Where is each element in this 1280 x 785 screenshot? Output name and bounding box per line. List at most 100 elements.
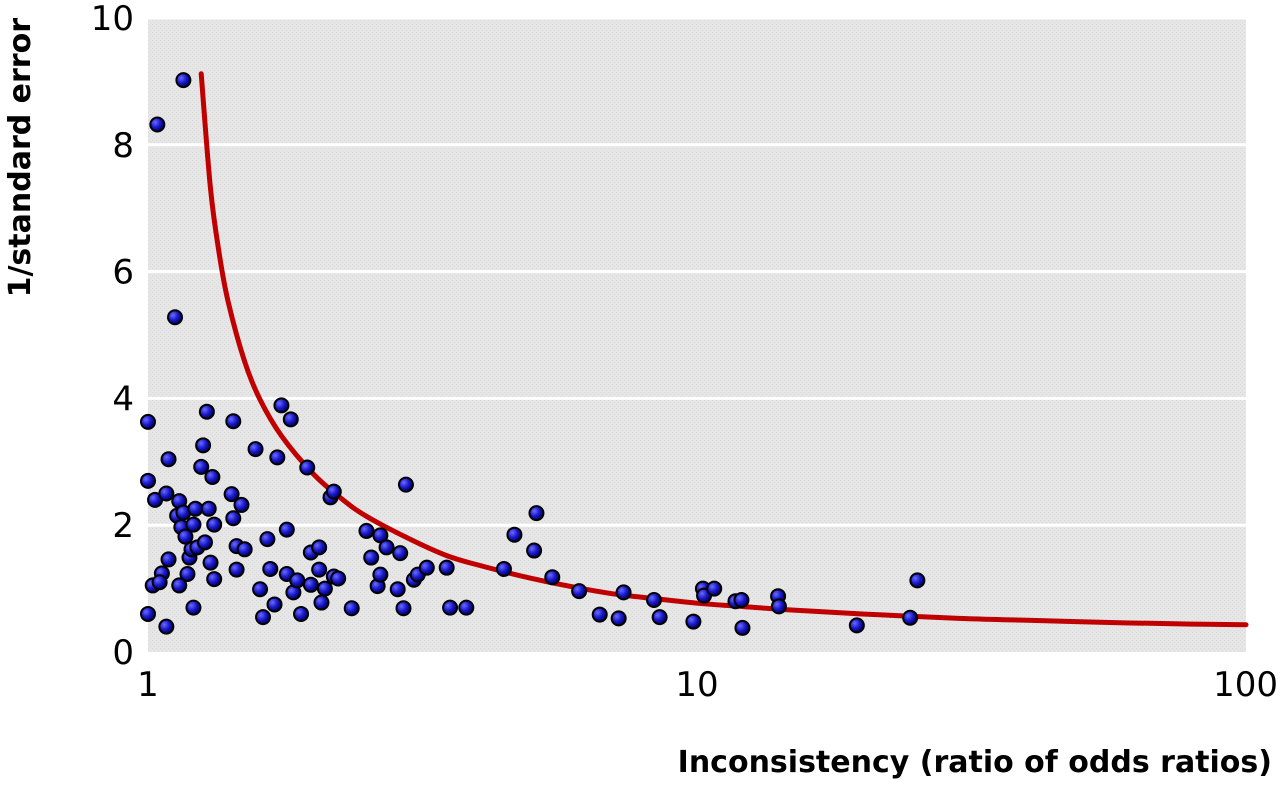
data-point (299, 459, 316, 476)
y-tick-label: 10 (91, 0, 134, 39)
data-point (733, 592, 750, 609)
y-tick-label: 4 (112, 379, 134, 419)
data-point (151, 574, 168, 591)
scatter-points (140, 72, 926, 636)
data-point (167, 309, 184, 326)
data-point (902, 609, 919, 626)
y-axis-title: 1/standard error (3, 18, 38, 298)
data-point (195, 437, 212, 454)
data-point (204, 469, 221, 486)
data-point (202, 554, 219, 571)
data-point (372, 527, 389, 544)
data-point (293, 605, 310, 622)
data-point (378, 539, 395, 556)
data-point (316, 580, 333, 597)
data-point (206, 571, 223, 588)
data-point (185, 516, 202, 533)
data-point (177, 528, 194, 545)
data-point (225, 510, 242, 527)
data-point (909, 572, 926, 589)
data-point (158, 485, 175, 502)
data-point (228, 561, 245, 578)
data-point (392, 545, 409, 562)
data-point (179, 566, 196, 583)
x-axis-title: Inconsistency (ratio of odds ratios) (678, 745, 1272, 780)
data-point (685, 613, 702, 630)
data-point (255, 609, 272, 626)
data-point (223, 486, 240, 503)
data-point (259, 531, 276, 548)
data-point (262, 560, 279, 577)
data-point (591, 606, 608, 623)
data-point (149, 116, 166, 133)
data-point (442, 599, 459, 616)
data-point (266, 596, 283, 613)
data-point (330, 570, 347, 587)
data-point (289, 572, 306, 589)
data-point (196, 534, 213, 551)
data-point (372, 566, 389, 583)
y-tick-label: 0 (112, 633, 134, 673)
data-point (282, 411, 299, 428)
y-tick-label: 8 (112, 126, 134, 166)
data-point (528, 505, 545, 522)
data-point (185, 599, 202, 616)
data-point (160, 451, 177, 468)
data-point (571, 583, 588, 600)
data-point (171, 577, 188, 594)
data-point (358, 522, 375, 539)
plot-area (148, 18, 1246, 652)
y-tick-label: 2 (112, 506, 134, 546)
data-point (140, 413, 156, 430)
x-tick-label: 1 (137, 665, 159, 705)
data-point (193, 458, 210, 475)
data-point (175, 72, 192, 89)
data-point (247, 441, 264, 458)
data-point (325, 483, 342, 500)
data-point (269, 449, 286, 466)
data-point (311, 539, 328, 556)
data-point (140, 605, 156, 622)
data-point (252, 581, 269, 598)
data-point (278, 521, 295, 538)
data-point (187, 500, 204, 517)
x-tick-label: 10 (675, 665, 718, 705)
data-point (495, 560, 512, 577)
data-point (438, 559, 455, 576)
data-point (273, 397, 290, 414)
data-point (158, 618, 175, 635)
x-axis-ticks: 1 10 100 (137, 665, 1278, 705)
data-point (140, 472, 156, 489)
data-point (615, 584, 632, 601)
data-point (160, 551, 177, 568)
data-point (236, 541, 253, 558)
data-point (418, 559, 435, 576)
data-point (313, 594, 330, 611)
data-point (395, 600, 412, 617)
y-tick-label: 6 (112, 253, 134, 293)
data-point (233, 496, 250, 513)
data-point (544, 569, 561, 586)
data-point (734, 619, 751, 636)
data-point (311, 561, 328, 578)
data-point (646, 592, 663, 609)
data-point (526, 542, 543, 559)
data-point (397, 476, 414, 493)
data-point (389, 581, 406, 598)
threshold-curve (198, 71, 1249, 628)
data-point (506, 526, 523, 543)
data-point (198, 403, 215, 420)
data-point (363, 549, 380, 566)
data-point (343, 600, 360, 617)
data-point (206, 516, 223, 533)
x-tick-label: 100 (1213, 665, 1278, 705)
data-point (225, 413, 242, 430)
threshold-curve-line (198, 71, 1249, 628)
data-point (848, 617, 865, 634)
data-point (610, 610, 627, 627)
grid-lines (148, 16, 1246, 527)
data-point (706, 580, 723, 597)
data-point (651, 609, 668, 626)
y-axis-ticks: 0 2 4 6 8 10 (91, 0, 134, 673)
